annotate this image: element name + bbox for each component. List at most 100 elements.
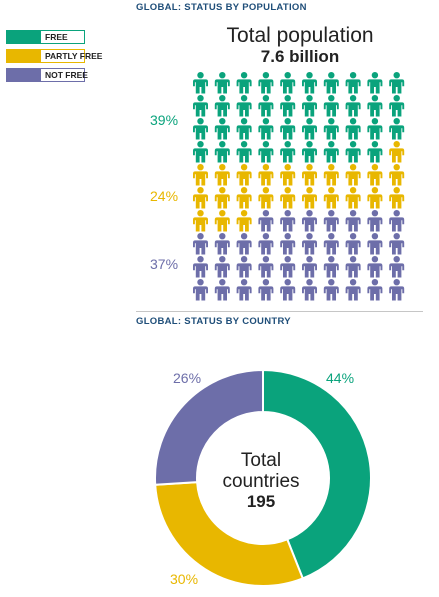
person-icon-free: [367, 141, 383, 163]
legend-label-free: FREE: [45, 32, 68, 42]
donut-label-free: 44%: [326, 370, 355, 386]
person-icon-free: [302, 141, 317, 163]
person-icon-partly-free: [193, 210, 208, 232]
person-icon-partly-free: [302, 187, 317, 209]
person-icon-free: [367, 95, 383, 117]
person-icon-not-free: [345, 279, 361, 301]
person-icon-not-free: [367, 233, 383, 255]
donut-center-line1: Total: [240, 450, 282, 471]
person-icon-free: [302, 72, 317, 94]
donut-slice-not-free: [154, 368, 264, 486]
country-donut-chart: [154, 368, 372, 587]
person-icon-free: [323, 95, 339, 117]
person-icon-free: [214, 141, 230, 163]
person-icon-partly-free: [236, 187, 252, 209]
donut-label-not-free: 26%: [173, 370, 202, 386]
person-icon-partly-free: [280, 164, 296, 186]
legend-item-free: FREE: [6, 30, 85, 44]
person-icon-not-free: [258, 256, 274, 278]
population-pictograph: [193, 72, 405, 301]
person-icon-not-free: [367, 210, 383, 232]
person-icon-free: [193, 141, 208, 163]
person-icon-free: [345, 118, 361, 140]
person-icon-free: [236, 118, 252, 140]
person-icon-partly-free: [214, 187, 230, 209]
person-icon-partly-free: [193, 164, 208, 186]
person-icon-free: [258, 72, 274, 94]
section-divider: [136, 311, 423, 312]
person-icon-not-free: [193, 233, 208, 255]
legend: FREE PARTLY FREE NOT FREE: [6, 30, 102, 87]
person-icon-partly-free: [345, 164, 361, 186]
person-icon-not-free: [258, 210, 274, 232]
person-icon-not-free: [236, 256, 252, 278]
donut-label-partly-free: 30%: [170, 571, 199, 587]
person-icon-free: [193, 95, 208, 117]
person-icon-free: [214, 95, 230, 117]
person-icon-free: [323, 141, 339, 163]
person-icon-not-free: [302, 279, 317, 301]
population-pct-partly-free: 24%: [150, 188, 179, 204]
person-icon-not-free: [323, 279, 339, 301]
person-icon-not-free: [302, 256, 317, 278]
person-icon-not-free: [323, 233, 339, 255]
person-icon-free: [323, 118, 339, 140]
person-icon-not-free: [302, 210, 317, 232]
person-icon-partly-free: [258, 187, 274, 209]
person-icon-not-free: [280, 279, 296, 301]
person-icon-free: [323, 72, 339, 94]
person-icon-free: [258, 118, 274, 140]
population-pct-not-free: 37%: [150, 256, 179, 272]
person-icon-partly-free: [389, 164, 405, 186]
person-icon-partly-free: [323, 187, 339, 209]
person-icon-free: [367, 118, 383, 140]
person-icon-partly-free: [389, 141, 405, 163]
person-icon-free: [345, 95, 361, 117]
legend-label-partly-free: PARTLY FREE: [45, 51, 103, 61]
donut-slice-free: [262, 368, 372, 580]
population-total: 7.6 billion: [260, 47, 340, 66]
person-icon-not-free: [302, 233, 317, 255]
person-icon-partly-free: [345, 187, 361, 209]
person-icon-not-free: [258, 233, 274, 255]
person-icon-not-free: [345, 256, 361, 278]
person-icon-free: [214, 72, 230, 94]
person-icon-partly-free: [214, 210, 230, 232]
person-icon-not-free: [345, 210, 361, 232]
person-icon-not-free: [214, 279, 230, 301]
person-icon-free: [258, 95, 274, 117]
person-icon-free: [236, 72, 252, 94]
person-icon-not-free: [367, 279, 383, 301]
person-icon-not-free: [236, 233, 252, 255]
legend-label-not-free: NOT FREE: [45, 70, 88, 80]
person-icon-free: [193, 72, 208, 94]
legend-swatch-not-free: [7, 69, 41, 81]
person-icon-not-free: [389, 256, 405, 278]
person-icon-not-free: [389, 210, 405, 232]
donut-slice-partly-free: [154, 481, 305, 587]
person-icon-partly-free: [258, 164, 274, 186]
person-icon-free: [236, 141, 252, 163]
person-icon-free: [236, 95, 252, 117]
person-icon-partly-free: [367, 187, 383, 209]
person-icon-free: [214, 118, 230, 140]
person-icon-free: [280, 118, 296, 140]
person-icon-partly-free: [214, 164, 230, 186]
person-icon-free: [345, 72, 361, 94]
person-icon-not-free: [193, 256, 208, 278]
donut-center-total: 195: [246, 492, 276, 511]
person-icon-not-free: [214, 233, 230, 255]
person-icon-not-free: [193, 279, 208, 301]
person-icon-free: [193, 118, 208, 140]
donut-center-line2: countries: [222, 471, 300, 492]
person-icon-free: [367, 72, 383, 94]
legend-item-not-free: NOT FREE: [6, 68, 88, 82]
population-pct-free: 39%: [150, 112, 179, 128]
person-icon-partly-free: [323, 164, 339, 186]
person-icon-not-free: [236, 279, 252, 301]
legend-swatch-partly-free: [7, 50, 41, 62]
population-section-title: GLOBAL: STATUS BY POPULATION: [136, 2, 307, 13]
person-icon-free: [258, 141, 274, 163]
person-icon-not-free: [214, 256, 230, 278]
person-icon-not-free: [345, 233, 361, 255]
